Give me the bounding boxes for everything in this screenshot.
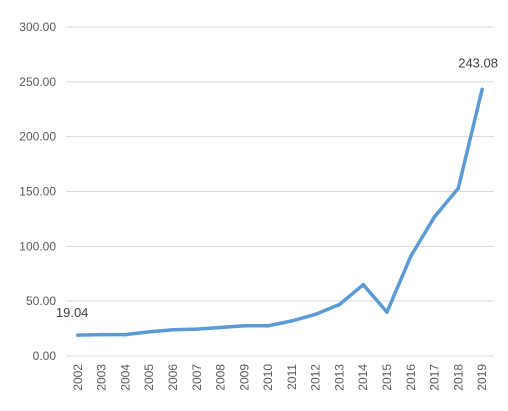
data-point [266, 324, 270, 328]
x-axis-tick-labels: 2002 2003 2004 2005 2006 2007 2008 2009 2010 2011… [71, 364, 489, 391]
data-label: 243.08 [458, 55, 498, 70]
y-tick-label: 50.00 [26, 294, 56, 308]
data-point [385, 310, 389, 314]
x-tick-label: 2018 [451, 364, 465, 391]
gridlines [66, 26, 494, 357]
x-tick-label: 2015 [380, 364, 394, 391]
x-tick-label: 2008 [214, 364, 228, 391]
x-tick-label: 2004 [118, 364, 132, 391]
x-tick-label: 2016 [404, 364, 418, 391]
y-tick-label: 250.00 [19, 75, 56, 89]
y-tick-label: 0.00 [33, 349, 57, 363]
data-point [147, 330, 152, 334]
data-point [480, 87, 484, 92]
data-point [242, 324, 247, 328]
data-labels: 19.04 243.08 [56, 55, 498, 320]
data-label: 19.04 [56, 305, 89, 320]
y-tick-label: 300.00 [19, 20, 56, 34]
series-line [76, 87, 484, 337]
x-tick-label: 2009 [237, 364, 251, 391]
data-point [194, 327, 199, 331]
y-tick-label: 100.00 [19, 239, 56, 253]
x-tick-label: 2002 [71, 364, 85, 391]
y-tick-label: 150.00 [19, 185, 56, 199]
data-point [408, 254, 413, 259]
data-point [456, 186, 461, 191]
x-tick-label: 2006 [166, 364, 180, 391]
data-point [171, 327, 175, 332]
y-tick-label: 200.00 [19, 130, 56, 144]
data-point [99, 332, 104, 337]
x-tick-label: 2019 [475, 364, 489, 391]
series-group [76, 87, 484, 337]
x-tick-label: 2007 [190, 364, 204, 391]
data-point [361, 282, 366, 287]
x-tick-label: 2010 [261, 364, 275, 391]
x-tick-label: 2017 [428, 364, 442, 391]
data-point [76, 333, 80, 337]
x-tick-label: 2013 [332, 364, 346, 391]
data-point [123, 332, 128, 337]
data-point [337, 302, 342, 307]
data-point [218, 325, 223, 330]
y-axis-tick-labels: 0.00 50.00 100.00 150.00 200.00 250.00 300.00 [19, 20, 56, 363]
x-tick-label: 2014 [356, 364, 370, 391]
data-point [313, 312, 318, 317]
x-tick-label: 2012 [309, 364, 323, 391]
x-tick-label: 2005 [142, 364, 156, 391]
x-tick-label: 2011 [285, 364, 299, 390]
data-point [290, 319, 294, 323]
x-tick-label: 2003 [95, 364, 109, 391]
data-point [432, 214, 437, 219]
